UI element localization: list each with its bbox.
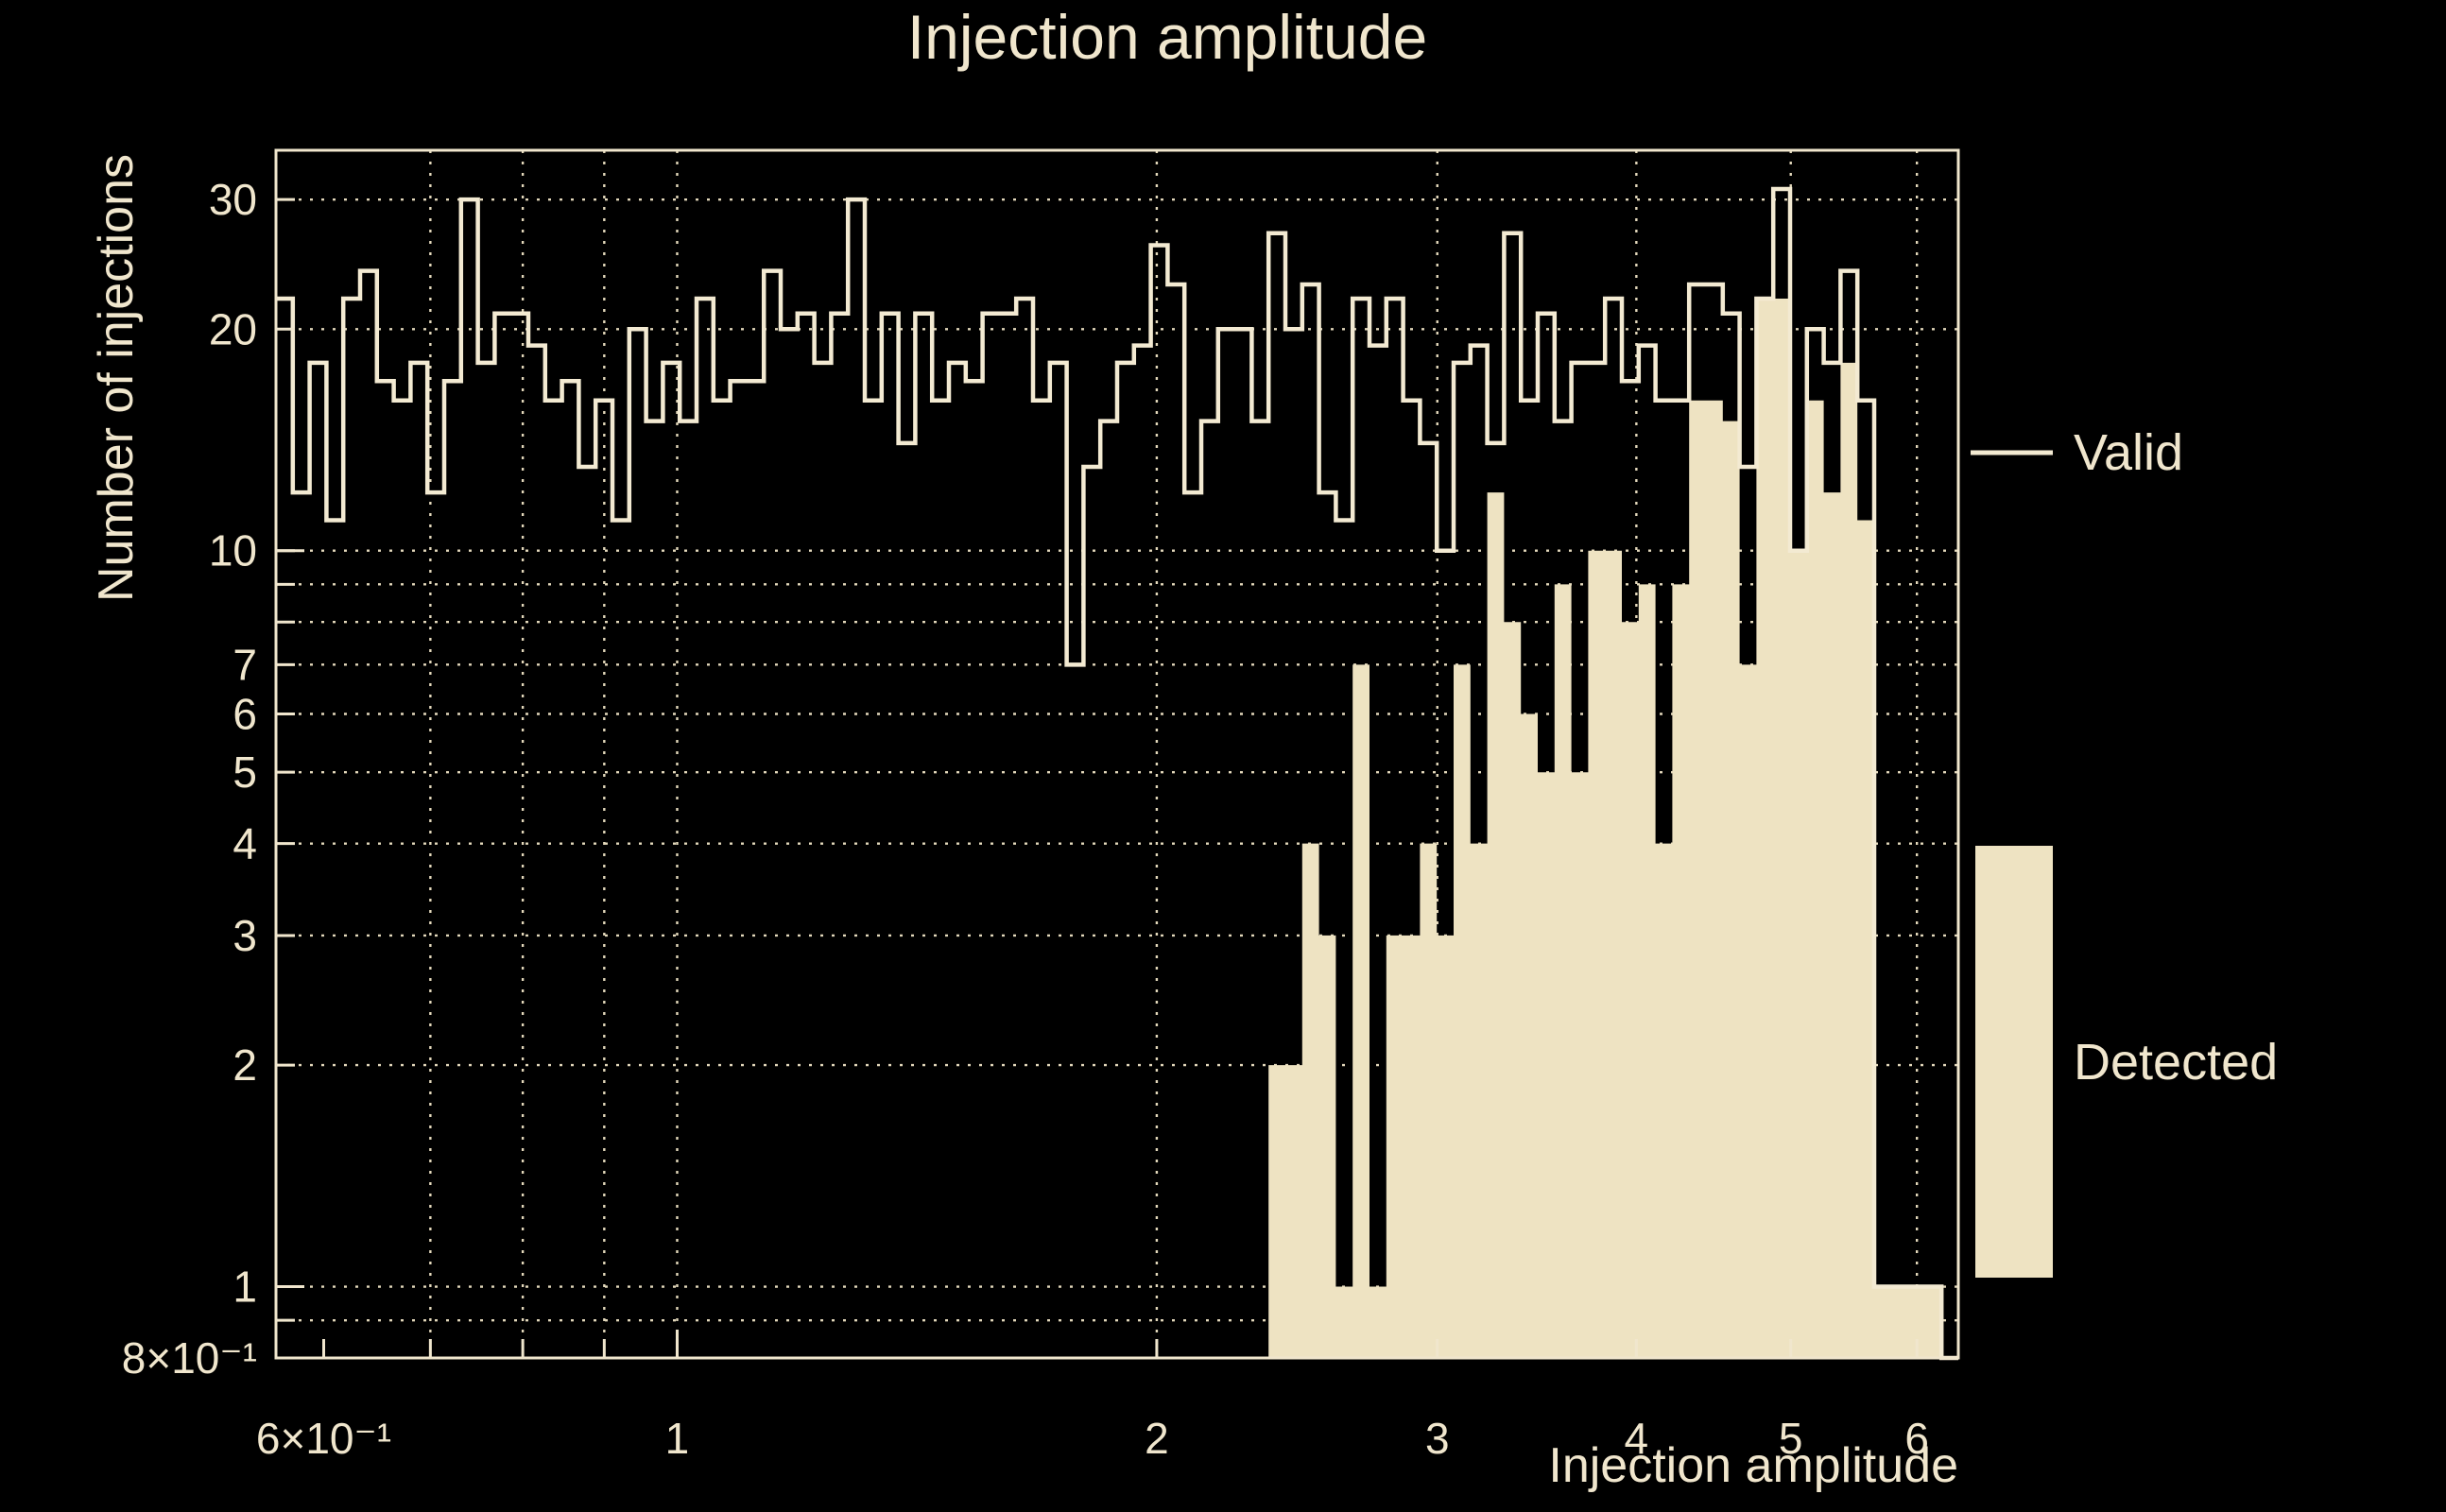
x-tick-label: 5	[1779, 1414, 1803, 1463]
y-tick-label: 8×10⁻¹	[122, 1333, 257, 1383]
legend-detected-swatch	[1975, 846, 2053, 1278]
legend: Valid Detected	[1971, 424, 2278, 1278]
x-tick-label: 6	[1904, 1414, 1929, 1463]
y-axis-label: Number of injections	[89, 154, 144, 602]
y-tick-label: 2	[233, 1040, 257, 1090]
y-tick-label: 3	[233, 911, 257, 960]
detected-histogram	[276, 299, 1958, 1358]
legend-detected-label: Detected	[2074, 1034, 2278, 1091]
y-tick-label: 20	[209, 304, 257, 353]
y-tick-label: 1	[233, 1263, 257, 1312]
plot-frame	[274, 148, 1960, 1360]
valid-histogram	[276, 186, 1958, 1361]
chart-title: Injection amplitude	[907, 2, 1427, 72]
y-tick-label: 10	[209, 526, 257, 576]
legend-valid-label: Valid	[2074, 424, 2183, 481]
x-tick-label: 3	[1425, 1414, 1450, 1463]
y-tick-label: 4	[233, 819, 257, 868]
y-tick-label: 5	[233, 747, 257, 797]
y-tick-label: 30	[209, 175, 257, 224]
y-tick-label: 6	[233, 689, 257, 738]
x-tick-label: 1	[665, 1414, 690, 1463]
y-tick-label: 7	[233, 640, 257, 689]
x-tick-label: 6×10⁻¹	[256, 1414, 391, 1463]
x-axis-label: Injection amplitude	[1548, 1438, 1958, 1493]
x-tick-label: 2	[1145, 1414, 1169, 1463]
x-tick-label: 4	[1625, 1414, 1649, 1463]
